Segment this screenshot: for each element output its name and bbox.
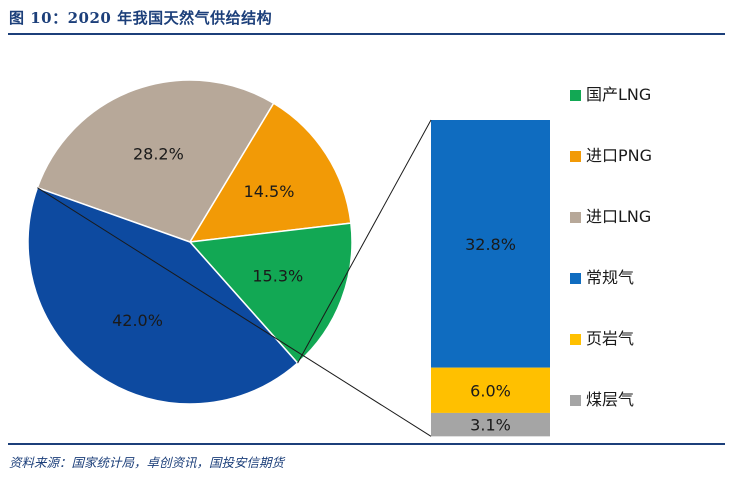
- bar-segment: [431, 412, 550, 437]
- pie-slice: [188, 222, 353, 365]
- connector-line-bottom: [37, 187, 432, 437]
- legend-swatch: [570, 151, 581, 162]
- legend-swatch: [570, 395, 581, 406]
- source-note: 资料来源：国家统计局，卓创资讯，国投安信期货: [9, 455, 285, 470]
- pie-data-label: 28.2%: [133, 145, 184, 164]
- legend-label: 常规气: [586, 268, 635, 287]
- legend-label: 煤层气: [586, 390, 635, 409]
- bar-data-label: 32.8%: [465, 235, 516, 254]
- bar-segment: [431, 367, 550, 413]
- pie-data-label: 42.0%: [112, 311, 163, 330]
- pie-data-label: 15.3%: [252, 266, 303, 285]
- legend-swatch: [570, 273, 581, 284]
- pie-slice: [188, 102, 352, 243]
- source-divider: [8, 443, 725, 445]
- legend-label: 进口LNG: [586, 207, 652, 226]
- pie-slice: [27, 186, 299, 405]
- connector-line-top: [297, 119, 432, 364]
- bar-data-label: 6.0%: [470, 381, 511, 400]
- legend-swatch: [570, 90, 581, 101]
- pie-data-label: 14.5%: [244, 182, 295, 201]
- pie-slice: [36, 79, 275, 243]
- legend-swatch: [570, 334, 581, 345]
- legend-swatch: [570, 212, 581, 223]
- legend-label: 进口PNG: [586, 146, 653, 165]
- title-divider: [8, 33, 725, 35]
- bar-data-label: 3.1%: [470, 416, 511, 435]
- bar-segment: [431, 120, 550, 368]
- legend-label: 国产LNG: [586, 85, 652, 104]
- chart-title: 图 10：2020 年我国天然气供给结构: [9, 9, 273, 27]
- legend-label: 页岩气: [586, 329, 635, 348]
